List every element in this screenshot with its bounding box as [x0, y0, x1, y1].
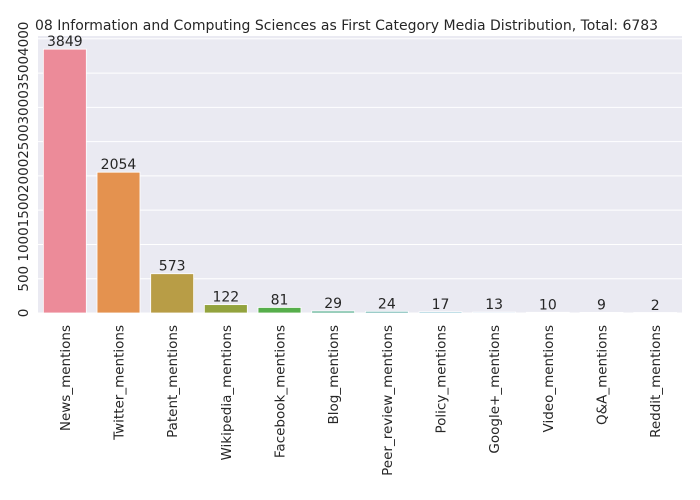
x-tick-label: Google+_mentions — [487, 325, 503, 454]
bar-value-label: 2 — [651, 298, 660, 314]
bar-news-mentions — [42, 48, 87, 314]
bar-blog-mentions — [311, 310, 356, 314]
y-tick-label: 2500 — [16, 124, 32, 158]
plot-area — [38, 36, 682, 313]
y-tick-label: 4000 — [16, 22, 32, 56]
bar-patent-mentions — [150, 273, 195, 314]
bar-wikipedia-mentions — [203, 304, 248, 314]
bar-twitter-mentions — [96, 171, 141, 314]
y-tick-label: 1500 — [16, 193, 32, 227]
x-tick-label: Video_mentions — [541, 325, 557, 432]
x-tick-label: News_mentions — [58, 325, 74, 431]
x-tick-label: Wikipedia_mentions — [219, 325, 235, 461]
bar-reddit-mentions — [633, 312, 678, 314]
y-tick-label: 0 — [16, 309, 32, 318]
x-tick-label: Q&A_mentions — [595, 325, 611, 425]
bar-value-labels: 3849 2054 573 122 81 29 24 17 13 10 9 2 — [47, 34, 660, 314]
x-tick-label: Patent_mentions — [165, 325, 181, 438]
bar-value-label: 17 — [432, 297, 450, 313]
y-tick-label: 1000 — [16, 227, 32, 261]
bar-q-a-mentions — [579, 311, 624, 314]
x-tick-label: Facebook_mentions — [273, 325, 289, 458]
x-tick-label: Reddit_mentions — [648, 325, 664, 438]
bar-value-label: 9 — [597, 297, 606, 313]
bar-video-mentions — [525, 311, 570, 314]
y-tick-label: 3500 — [16, 56, 32, 90]
chart-title: 08 Information and Computing Sciences as… — [35, 18, 658, 34]
x-tick-label: Policy_mentions — [434, 325, 450, 434]
bar-value-label: 13 — [485, 297, 503, 313]
bar-value-label: 2054 — [101, 157, 137, 173]
bar-value-label: 573 — [159, 259, 186, 275]
y-tick-label: 2000 — [16, 159, 32, 193]
bar-value-label: 10 — [539, 297, 557, 313]
x-axis-ticks: News_mentions Twitter_mentions Patent_ment… — [58, 325, 664, 476]
y-tick-label: 3000 — [16, 90, 32, 124]
bar-value-label: 122 — [212, 290, 239, 306]
bar-value-label: 81 — [271, 292, 289, 308]
bar-google-mentions — [472, 311, 517, 314]
y-tick-label: 500 — [16, 266, 32, 292]
bar-policy-mentions — [418, 311, 463, 314]
x-tick-label: Twitter_mentions — [112, 325, 128, 441]
x-tick-label: Peer_review_mentions — [380, 325, 396, 476]
bar-value-label: 3849 — [47, 34, 83, 50]
gridlines — [38, 38, 682, 314]
bar-value-label: 24 — [378, 296, 396, 312]
bar-value-label: 29 — [324, 296, 342, 312]
bar-peer-review-mentions — [364, 310, 409, 314]
bars — [42, 48, 678, 314]
x-tick-label: Blog_mentions — [326, 325, 342, 425]
bar-facebook-mentions — [257, 307, 302, 314]
